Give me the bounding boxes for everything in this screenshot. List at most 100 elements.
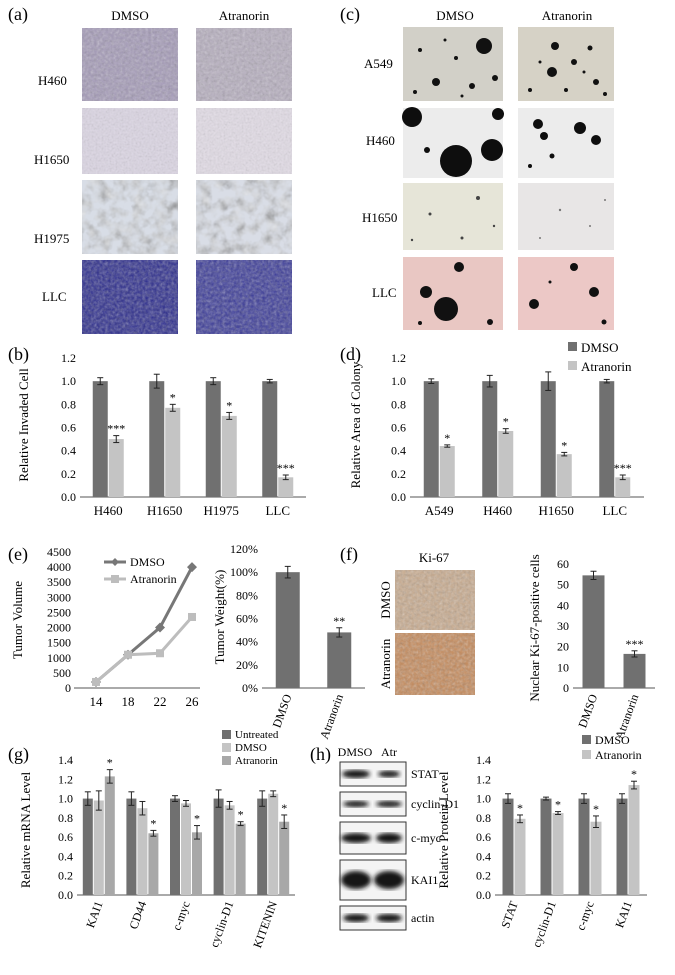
x-tick-label: 18 <box>122 694 135 709</box>
panel-c-col-dmso: DMSO <box>436 8 474 23</box>
x-tick-label: DMSO <box>575 692 600 730</box>
y-tick-label: 1.0 <box>391 374 406 388</box>
y-tick-label: 1500 <box>47 636 71 650</box>
bar <box>623 653 646 688</box>
y-tick-label: 0.6 <box>476 830 491 844</box>
bar <box>192 832 202 895</box>
significance-label: * <box>238 808 244 822</box>
panel-f-label: (f) <box>340 544 358 565</box>
bar <box>279 821 290 895</box>
invasion-image-llc-atranorin <box>196 260 292 334</box>
y-tick-label: 0.0 <box>476 888 491 902</box>
blot-row-label: actin <box>411 911 434 925</box>
y-tick-label: 0.4 <box>391 444 406 458</box>
bar <box>327 632 352 688</box>
bar <box>235 823 246 895</box>
data-point <box>124 650 132 659</box>
legend-label: Atranorin <box>581 359 632 374</box>
x-tick-label: H460 <box>483 503 512 518</box>
panel-a-row-h1975: H1975 <box>34 231 69 246</box>
bar <box>262 381 278 497</box>
panel-h-blot: (h) DMSO Atr STAT cyclin-D1 c-myc KAI1 actin <box>310 744 459 931</box>
y-tick-label: 1.2 <box>476 772 491 786</box>
y-tick-label: 40 <box>557 598 569 612</box>
x-tick-label: KAI1 <box>83 899 106 929</box>
panel-d-label: (d) <box>340 344 361 365</box>
y-tick-label: 0.4 <box>58 849 73 863</box>
bar <box>590 821 602 895</box>
y-tick-label: 1.2 <box>391 351 406 365</box>
y-tick-label: 3500 <box>47 575 71 589</box>
blot-band <box>343 914 369 922</box>
y-tick-label: 1.0 <box>476 792 491 806</box>
significance-label: *** <box>626 637 644 651</box>
y-axis-title: Relative Area of Colony <box>348 361 363 488</box>
panel-c-row-a549: A549 <box>364 56 393 71</box>
data-point <box>188 612 196 621</box>
colony-image-h460-atranorin <box>518 108 614 178</box>
bar <box>148 833 159 895</box>
panel-c-row-h460: H460 <box>366 133 395 148</box>
blot-band <box>378 770 400 778</box>
legend-label: DMSO <box>130 555 165 569</box>
bar <box>213 798 224 895</box>
x-tick-label: H1650 <box>147 503 182 518</box>
y-tick-label: 0.0 <box>61 490 76 504</box>
legend-swatch <box>568 361 577 370</box>
x-tick-label: LLC <box>602 503 627 518</box>
panel-c-col-atranorin: Atranorin <box>542 8 593 23</box>
ihc-image-dmso <box>395 570 475 630</box>
significance-label: * <box>593 802 599 816</box>
blot-band <box>376 801 402 807</box>
bar <box>423 381 439 497</box>
y-tick-label: 30 <box>557 619 569 633</box>
bar <box>502 798 514 895</box>
legend-swatch <box>568 342 577 351</box>
bar <box>137 808 148 895</box>
y-tick-label: 1.4 <box>58 753 73 767</box>
y-axis-title: Tumor Weight(%) <box>212 570 227 665</box>
panel-f-row-dmso: DMSO <box>378 581 393 619</box>
y-tick-label: 20% <box>236 658 258 672</box>
blot-col-atr: Atr <box>381 745 397 759</box>
bar <box>149 381 165 497</box>
x-tick-label: cyclin-D1 <box>207 899 237 949</box>
legend-swatch <box>222 743 231 752</box>
significance-label: * <box>631 767 637 781</box>
y-tick-label: 0.6 <box>58 830 73 844</box>
y-tick-label: 0.8 <box>61 397 76 411</box>
significance-label: * <box>281 801 287 815</box>
y-tick-label: 120% <box>230 542 258 556</box>
panel-a: (a) DMSO Atranorin H460 H1650 H1975 LLC <box>8 4 270 304</box>
legend-label: Atranorin <box>130 572 177 586</box>
x-tick-label: KITENIN <box>250 899 280 950</box>
bar <box>498 430 514 497</box>
invasion-image-h1650-dmso <box>82 108 178 174</box>
y-tick-label: 0 <box>65 681 71 695</box>
x-tick-label: A549 <box>425 503 454 518</box>
legend-marker <box>111 558 119 566</box>
y-tick-label: 20 <box>557 640 569 654</box>
blot-band <box>376 914 402 922</box>
y-tick-label: 0.2 <box>476 869 491 883</box>
chart-d: 0.0 0.2 0.4 0.6 0.8 1.0 1.2 Relative Area of Co… <box>348 340 644 518</box>
panel-c-row-llc: LLC <box>372 285 397 300</box>
x-tick-label: DMSO <box>270 692 295 730</box>
x-tick-label: CD44 <box>126 899 149 931</box>
bar <box>582 575 605 688</box>
x-tick-label: cyclin-D1 <box>529 899 559 949</box>
y-tick-label: 0.0 <box>58 888 73 902</box>
legend-swatch <box>582 750 591 759</box>
panel-f-title: Ki-67 <box>419 550 450 565</box>
x-tick-label: 26 <box>186 694 200 709</box>
x-tick-label: H1650 <box>539 503 574 518</box>
y-tick-label: 1.2 <box>61 351 76 365</box>
panel-a-label: (a) <box>8 4 28 25</box>
ihc-image-atranorin <box>395 633 475 695</box>
panel-a-row-llc: LLC <box>42 289 67 304</box>
bar <box>181 803 191 895</box>
blot-row-label: KAI1 <box>411 873 438 887</box>
blot-band <box>341 871 371 889</box>
significance-label: * <box>226 398 232 412</box>
